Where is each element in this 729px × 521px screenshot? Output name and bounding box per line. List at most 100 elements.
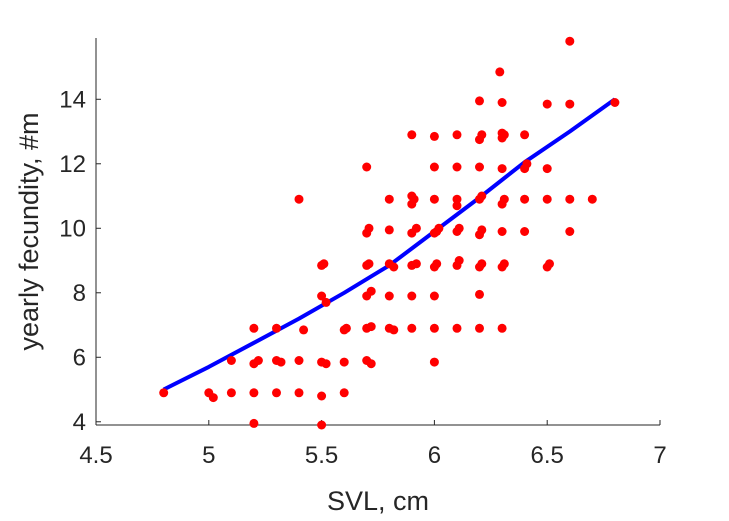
data-point <box>565 194 575 204</box>
data-point <box>364 223 374 233</box>
data-point <box>545 259 554 269</box>
data-point <box>317 391 327 401</box>
data-point <box>499 194 509 204</box>
fit-curve-layer <box>162 97 617 392</box>
data-point <box>475 162 484 172</box>
data-point <box>362 162 372 172</box>
data-point <box>454 223 464 233</box>
data-point <box>542 194 552 204</box>
data-point <box>366 322 376 332</box>
data-point <box>452 201 462 211</box>
data-point <box>294 194 304 204</box>
data-point <box>411 223 421 233</box>
data-point <box>321 359 331 369</box>
data-point <box>452 323 462 333</box>
data-point <box>411 259 421 269</box>
data-point <box>249 388 259 398</box>
data-point <box>384 194 394 204</box>
data-point <box>159 388 169 398</box>
fit-curve <box>162 97 617 392</box>
data-point <box>477 259 487 269</box>
data-point <box>429 194 439 204</box>
data-point <box>429 162 439 172</box>
data-point <box>477 130 487 140</box>
x-axis-label: SVL, cm <box>327 486 429 516</box>
data-point <box>364 259 374 269</box>
data-point <box>497 128 507 138</box>
data-point <box>294 388 304 398</box>
data-point <box>452 130 462 140</box>
x-tick-label: 4.5 <box>79 442 112 469</box>
data-point <box>475 323 484 333</box>
y-axis-ticks: 4 6 8 10 12 14 <box>59 86 101 436</box>
data-point <box>434 223 444 233</box>
data-point <box>272 323 281 333</box>
data-point <box>384 291 394 301</box>
data-point <box>542 99 552 109</box>
data-point <box>497 164 507 174</box>
data-point <box>432 259 442 269</box>
data-point <box>407 323 417 333</box>
data-point <box>226 388 236 398</box>
data-point <box>495 67 505 77</box>
data-point <box>339 357 349 367</box>
data-point <box>276 357 286 367</box>
data-point <box>321 297 331 307</box>
data-point <box>299 325 309 335</box>
data-point <box>226 356 236 365</box>
data-point <box>522 159 532 169</box>
x-tick-label: 6.5 <box>531 442 564 469</box>
data-point <box>499 259 509 269</box>
data-point <box>319 259 329 269</box>
y-tick-label: 6 <box>73 344 86 371</box>
data-point <box>520 130 530 140</box>
data-point <box>407 191 417 201</box>
y-axis-label: yearly fecundity, #m <box>14 112 44 350</box>
data-point <box>339 388 349 398</box>
data-point <box>249 418 259 428</box>
data-point <box>341 323 351 333</box>
data-point <box>429 291 439 301</box>
data-point <box>429 131 439 141</box>
y-tick-label: 14 <box>59 86 86 113</box>
data-point <box>389 262 399 272</box>
data-point <box>317 420 327 430</box>
data-point <box>520 227 530 236</box>
data-point <box>317 291 327 301</box>
y-tick-label: 12 <box>59 151 86 178</box>
data-point <box>610 98 620 107</box>
data-point <box>477 191 487 201</box>
data-point <box>565 36 575 46</box>
data-point <box>565 99 575 109</box>
axes <box>95 38 660 426</box>
data-point <box>565 227 575 236</box>
x-tick-label: 5.5 <box>305 442 338 469</box>
x-tick-label: 5 <box>202 442 215 469</box>
data-point <box>407 291 417 301</box>
data-point <box>407 130 417 140</box>
data-point <box>477 225 487 235</box>
x-axis-ticks: 4.5 5 5.5 6 6.5 7 <box>79 420 667 469</box>
data-point <box>497 323 507 333</box>
data-point <box>384 225 394 235</box>
data-point <box>429 323 439 333</box>
y-tick-label: 4 <box>73 409 86 436</box>
x-tick-label: 6 <box>428 442 441 469</box>
data-point <box>497 227 507 236</box>
data-point <box>520 194 530 204</box>
data-point <box>208 393 218 403</box>
data-point <box>294 356 304 365</box>
data-point <box>497 98 507 107</box>
data-point <box>475 96 484 106</box>
data-point <box>389 325 399 335</box>
data-point <box>542 164 552 174</box>
data-point <box>587 194 597 204</box>
data-point <box>452 162 462 172</box>
y-tick-label: 8 <box>73 280 86 307</box>
data-point <box>366 286 376 296</box>
data-point <box>249 323 259 333</box>
data-point <box>429 357 439 367</box>
data-points-layer <box>159 36 620 430</box>
data-point <box>253 356 263 365</box>
